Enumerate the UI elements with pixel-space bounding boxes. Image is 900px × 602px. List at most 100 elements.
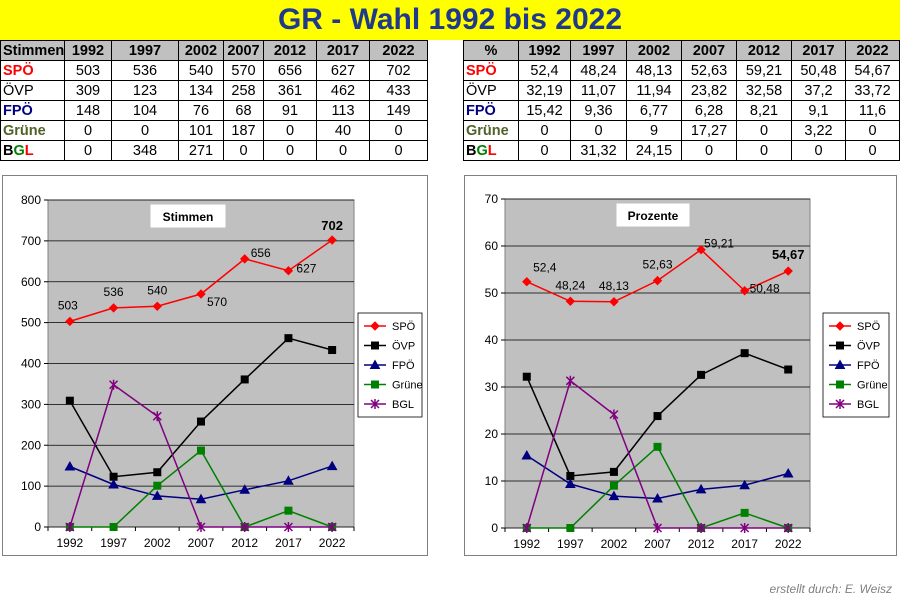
data-point <box>108 478 119 489</box>
data-point <box>108 303 119 313</box>
table-cell: 433 <box>369 80 428 101</box>
data-point <box>740 508 749 517</box>
legend-marker <box>369 359 381 369</box>
chart-title: Stimmen <box>163 210 214 224</box>
legend-label: Grüne <box>392 380 423 392</box>
table-cell: 68 <box>223 100 264 121</box>
table-cell: 570 <box>223 60 264 81</box>
data-point <box>522 523 532 533</box>
y-tick-label: 500 <box>21 316 41 330</box>
data-point <box>652 492 663 503</box>
table-row: ÖVP 32,19 11,07 11,94 23,82 32,58 37,2 33,72 <box>463 80 900 101</box>
data-label: 702 <box>321 218 343 233</box>
legend-label: ÖVP <box>392 341 415 353</box>
data-point <box>109 379 119 390</box>
data-point <box>566 524 575 532</box>
data-point <box>609 467 618 476</box>
year-header: 1997 <box>111 40 179 61</box>
data-point <box>327 522 337 532</box>
data-point <box>240 522 250 532</box>
page-title: GR - Wahl 1992 bis 2022 <box>277 3 623 36</box>
data-point <box>522 372 531 381</box>
plot-area <box>504 198 811 529</box>
x-tick-label: 2007 <box>644 537 671 551</box>
legend-label: FPÖ <box>857 360 880 372</box>
table-cell: 59,21 <box>736 60 792 81</box>
table-cell: 17,27 <box>681 120 737 141</box>
y-tick-label: 100 <box>21 479 41 493</box>
table-cell: 11,6 <box>845 100 900 121</box>
year-header: 2012 <box>263 40 317 61</box>
data-point <box>239 484 251 494</box>
x-tick-label: 2012 <box>231 536 258 550</box>
data-point <box>283 522 293 532</box>
table-cell: 32,58 <box>736 80 792 101</box>
table-cell: 0 <box>369 140 428 161</box>
table-cell: 309 <box>64 80 112 101</box>
data-point <box>782 467 794 478</box>
data-point <box>565 478 576 489</box>
chart-title-group: Prozente <box>616 203 690 227</box>
data-point <box>783 523 793 533</box>
table-cell: 11,94 <box>626 80 682 101</box>
data-point <box>240 375 249 384</box>
x-tick-label: 2012 <box>688 537 715 551</box>
year-header: 2007 <box>223 40 264 61</box>
series-fpö <box>64 460 338 504</box>
data-point <box>284 506 293 515</box>
data-point <box>327 235 337 245</box>
series-bgl <box>522 375 793 533</box>
y-tick-label: 400 <box>21 357 41 371</box>
series-bgl <box>65 379 337 532</box>
data-label: 54,67 <box>772 247 805 262</box>
data-label: 52,4 <box>533 261 557 275</box>
legend-label: SPÖ <box>392 321 416 333</box>
party-label: ÖVP <box>0 80 65 101</box>
x-tick-label: 2022 <box>319 536 346 550</box>
table-cell: 0 <box>845 140 900 161</box>
table-cell: 113 <box>316 100 370 121</box>
data-point <box>565 296 576 306</box>
table-cell: 134 <box>178 80 224 101</box>
percent-table: % 1992 1997 2002 2007 2012 2017 2022 SPÖ 52,4 48,2… <box>463 40 900 161</box>
table-row: SPÖ 52,4 48,24 48,13 52,63 59,21 50,48 54,67 <box>463 60 900 81</box>
table-cell: 0 <box>681 140 737 161</box>
legend-marker <box>371 380 379 389</box>
data-point <box>283 266 294 276</box>
legend-label: BGL <box>392 399 414 411</box>
y-tick-label: 10 <box>485 474 499 488</box>
year-header: 2017 <box>791 40 846 61</box>
y-tick-label: 600 <box>21 275 41 289</box>
data-point <box>109 523 118 531</box>
data-point <box>566 471 575 480</box>
data-point <box>652 275 663 286</box>
data-point <box>740 349 749 358</box>
series-övp <box>65 334 337 481</box>
legend: SPÖ ÖVP FPÖ Grüne BGL <box>822 312 890 418</box>
data-point <box>697 370 706 379</box>
party-label: BGL <box>0 140 65 161</box>
table-cell: 52,63 <box>681 60 737 81</box>
table-cell: 48,24 <box>570 60 627 81</box>
data-point <box>783 266 793 276</box>
table-cell: 91 <box>263 100 317 121</box>
table-cell: 0 <box>223 140 264 161</box>
year-header: 2012 <box>736 40 792 61</box>
year-header: 1997 <box>570 40 627 61</box>
table-row: Grüne 0 0 9 17,27 0 3,22 0 <box>463 120 900 141</box>
data-label: 59,21 <box>704 237 734 251</box>
x-tick-label: 2002 <box>144 536 171 550</box>
data-point <box>153 468 162 477</box>
data-point <box>195 493 207 504</box>
party-label: ÖVP <box>463 80 519 101</box>
x-tick-label: 2017 <box>275 536 302 550</box>
table-cell: 0 <box>263 140 317 161</box>
table-cell: 52,4 <box>518 60 571 81</box>
data-point <box>283 475 294 485</box>
table-cell: 33,72 <box>845 80 900 101</box>
table-cell: 11,07 <box>570 80 627 101</box>
y-tick-label: 0 <box>491 521 498 535</box>
chart-title-box <box>616 203 690 227</box>
table-row: SPÖ 503 536 540 570 656 627 702 <box>0 60 428 81</box>
data-label: 50,48 <box>750 282 780 296</box>
